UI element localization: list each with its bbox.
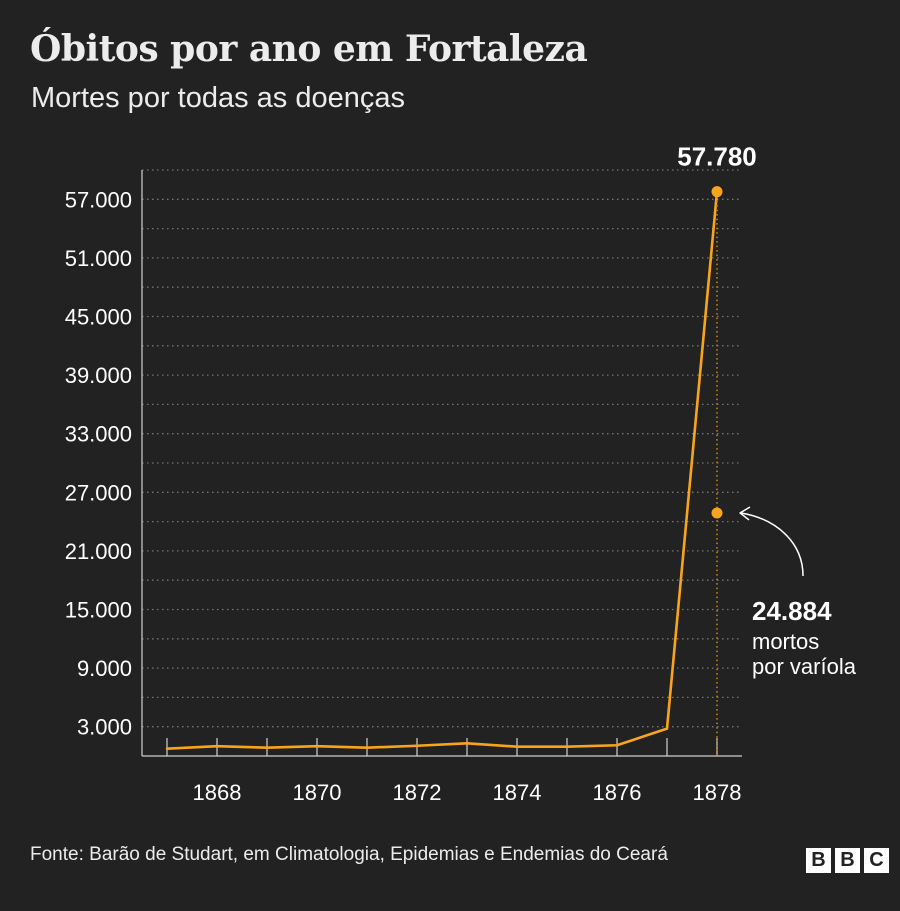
y-tick-label: 51.000 (65, 246, 132, 271)
y-tick-label: 9.000 (77, 656, 132, 681)
peak-label: 57.780 (677, 142, 757, 172)
smallpox-point (711, 507, 723, 519)
bbc-logo-letter: B (835, 848, 860, 873)
y-tick-label: 57.000 (65, 187, 132, 212)
smallpox-arrow-head (739, 506, 751, 521)
bbc-logo: B B C (806, 848, 889, 873)
y-tick-label: 45.000 (65, 305, 132, 330)
x-tick-label: 1876 (593, 780, 642, 805)
series-line (165, 190, 719, 750)
smallpox-value-label: 24.884 (752, 596, 832, 626)
smallpox-arrow (740, 512, 804, 576)
bbc-logo-letter: B (806, 848, 831, 873)
chart-title: Óbitos por ano em Fortaleza (30, 28, 588, 70)
gridlines (142, 169, 742, 728)
x-tick-label: 1870 (293, 780, 342, 805)
y-axis: 3.000 9.000 15.000 21.000 27.000 33.000 39.000… (65, 170, 143, 756)
x-tick-label: 1872 (393, 780, 442, 805)
x-tick-label: 1874 (493, 780, 542, 805)
series-group (165, 190, 719, 750)
source-note: Fonte: Barão de Studart, em Climatologia… (30, 844, 668, 865)
peak-point (711, 186, 723, 198)
y-tick-label: 21.000 (65, 539, 132, 564)
y-tick-label: 33.000 (65, 422, 132, 447)
y-tick-label: 15.000 (65, 598, 132, 623)
x-axis: 1868 1870 1872 1874 1876 1878 (142, 738, 742, 805)
x-tick-label: 1868 (193, 780, 242, 805)
smallpox-caption-line2: por varíola (752, 654, 857, 679)
y-tick-label: 3.000 (77, 715, 132, 740)
y-tick-label: 27.000 (65, 480, 132, 505)
chart-subtitle: Mortes por todas as doenças (31, 82, 405, 114)
bbc-logo-letter: C (864, 848, 889, 873)
smallpox-caption-line1: mortos (752, 629, 819, 654)
x-tick-label: 1878 (693, 780, 742, 805)
y-tick-label: 39.000 (65, 363, 132, 388)
